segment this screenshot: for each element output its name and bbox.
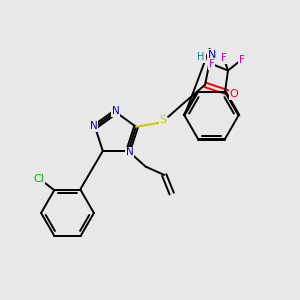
Text: F: F bbox=[208, 59, 214, 69]
Text: F: F bbox=[238, 55, 244, 65]
Text: N: N bbox=[208, 50, 216, 60]
Text: N: N bbox=[90, 121, 98, 131]
Text: N: N bbox=[112, 106, 119, 116]
Text: F: F bbox=[221, 53, 227, 63]
Text: S: S bbox=[160, 115, 167, 125]
Text: Cl: Cl bbox=[33, 174, 44, 184]
Text: H: H bbox=[197, 52, 205, 62]
Text: O: O bbox=[230, 89, 239, 99]
Text: N: N bbox=[126, 148, 134, 158]
